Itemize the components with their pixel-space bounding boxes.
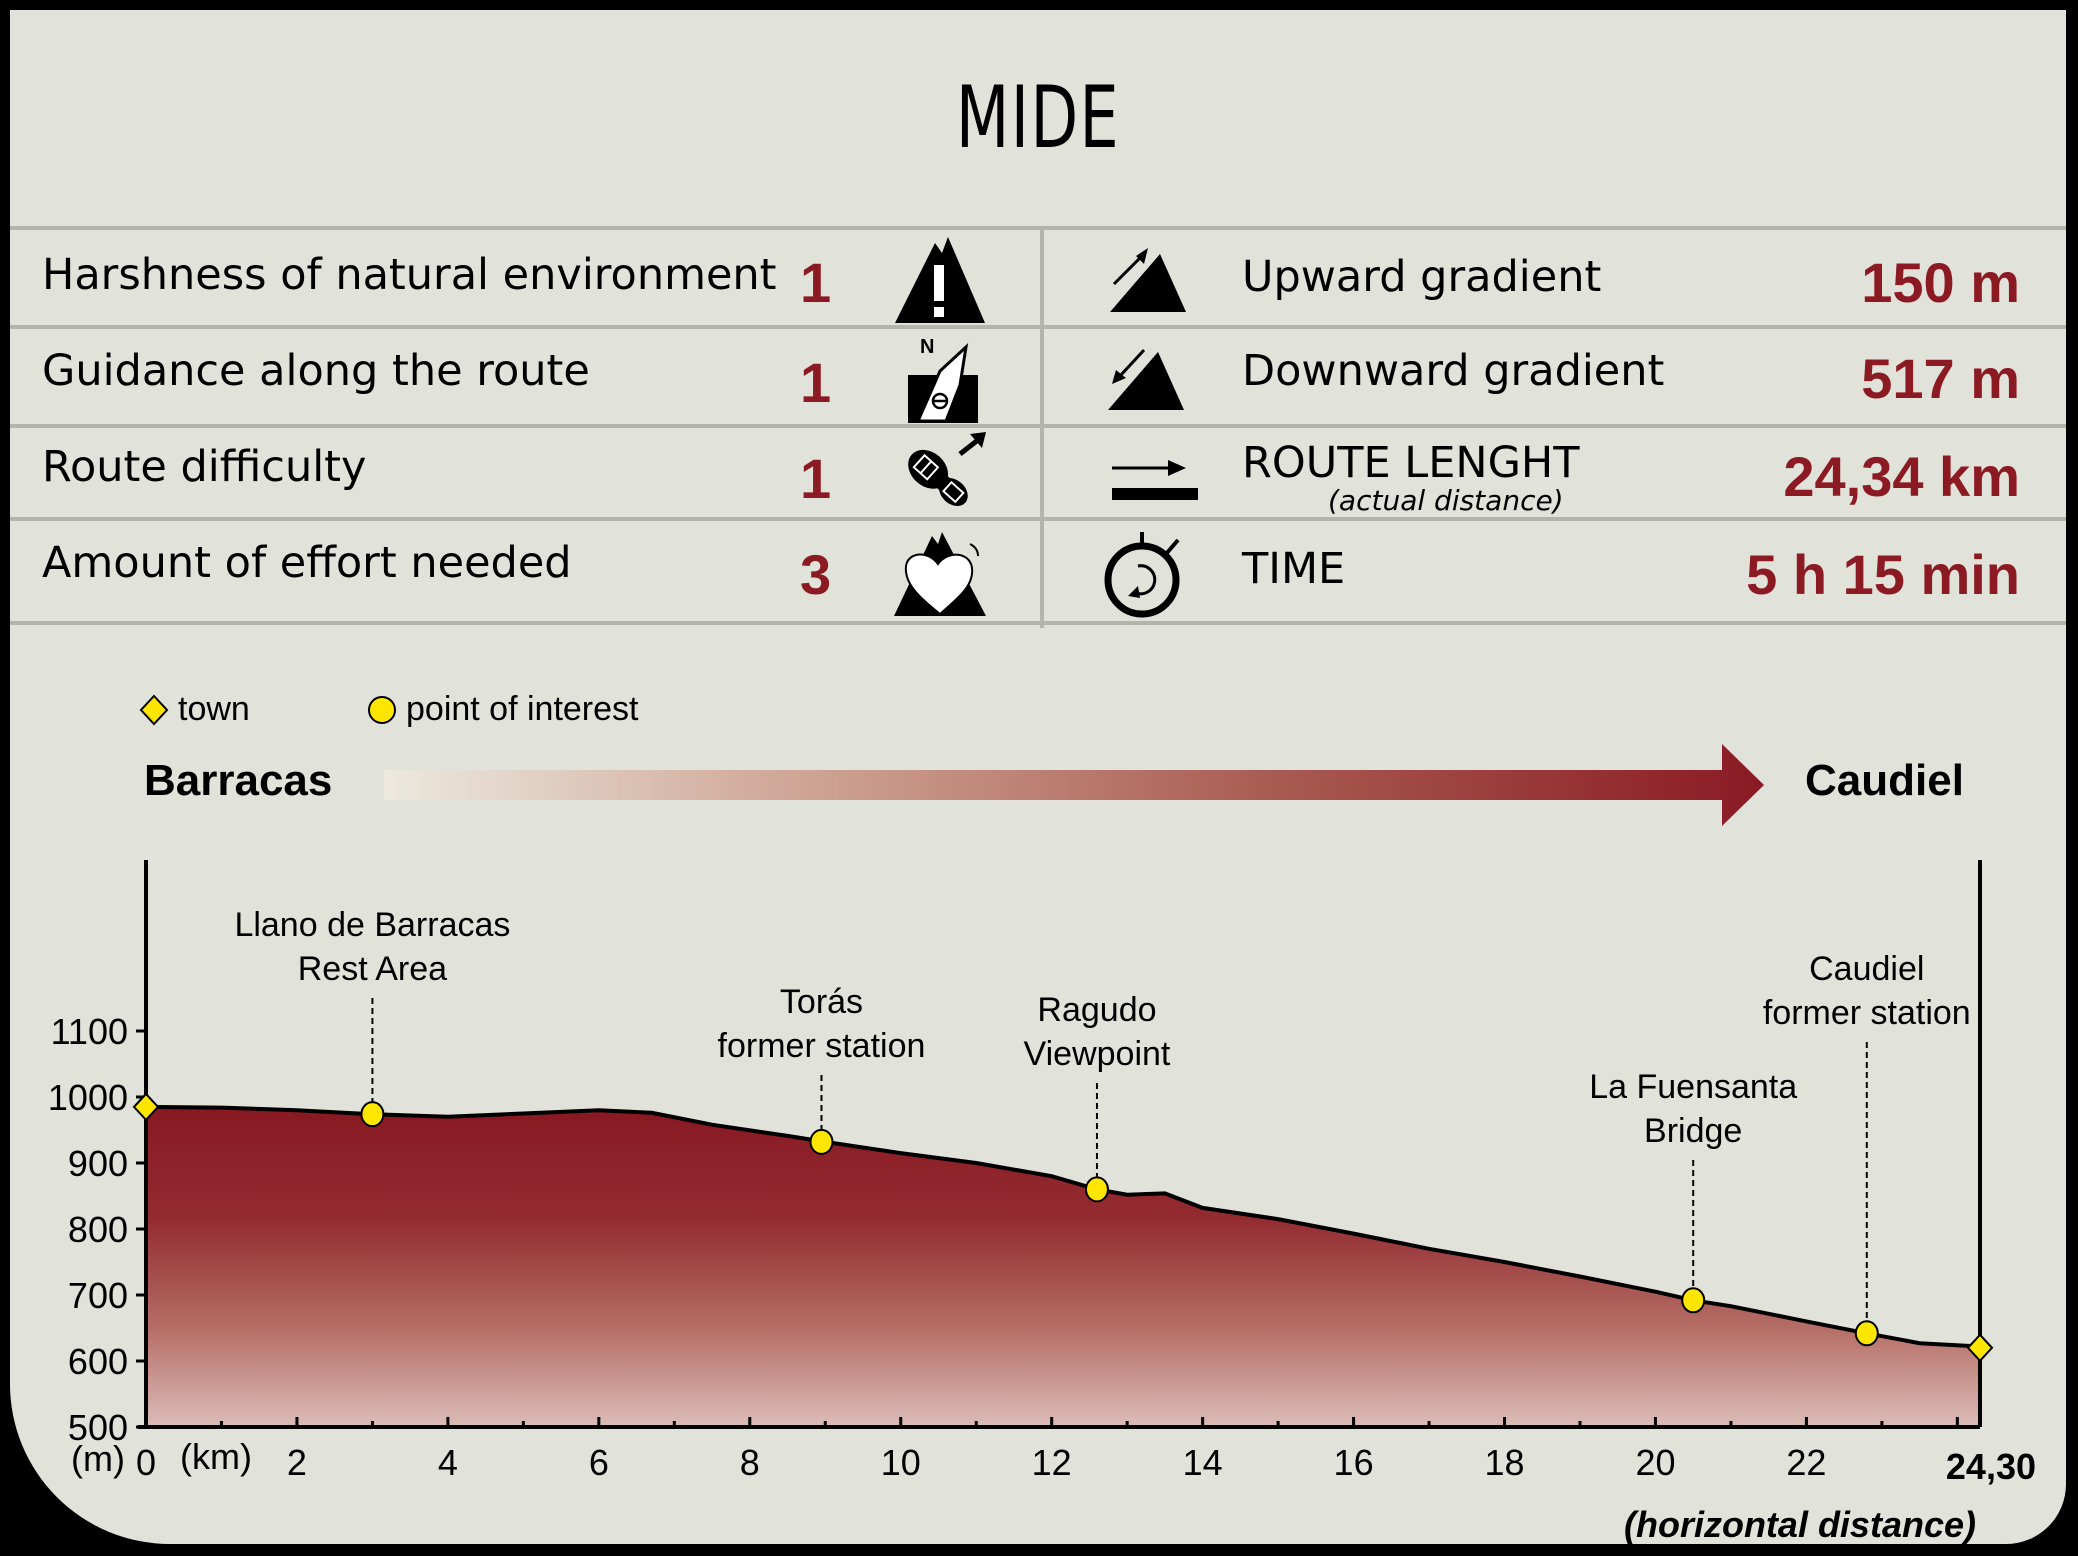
- guidance-score: 1: [800, 351, 832, 414]
- svg-text:6: 6: [589, 1442, 609, 1483]
- time-label: TIME: [1242, 544, 1346, 594]
- svg-text:Torás: Torás: [780, 983, 863, 1021]
- svg-text:700: 700: [68, 1275, 128, 1316]
- harshness-score: 1: [800, 251, 832, 314]
- elevation-chart: 500 600 700 800 900 1000 1100 0 2 4 6 8 10 12 14 16 18 20…: [48, 860, 2036, 1544]
- downward-gradient-icon: [1100, 338, 1200, 428]
- elevation-area: [145, 1104, 1981, 1427]
- town-diamond-icon: [139, 694, 169, 726]
- upward-gradient-label: Upward gradient: [1242, 252, 1602, 302]
- difficulty-label: Route difficulty: [42, 442, 367, 492]
- points-of-interest: Llano de Barracas Rest Area Torás former st…: [132, 906, 1994, 1363]
- downward-gradient-label: Downward gradient: [1242, 346, 1665, 396]
- start-town-label: Barracas: [144, 756, 333, 805]
- end-town-label: Caudiel: [1805, 756, 1964, 805]
- svg-text:14: 14: [1183, 1442, 1223, 1483]
- svg-text:former station: former station: [718, 1027, 926, 1065]
- difficulty-score: 1: [800, 447, 832, 510]
- table-row: [10, 517, 2066, 625]
- svg-text:900: 900: [68, 1143, 128, 1184]
- svg-text:4: 4: [438, 1442, 458, 1483]
- direction-arrow: [384, 744, 1764, 826]
- upward-gradient-icon: [1100, 240, 1200, 330]
- route-length-icon: [1100, 438, 1200, 528]
- svg-text:Ragudo: Ragudo: [1037, 991, 1156, 1029]
- svg-text:(horizontal distance): (horizontal distance): [1624, 1504, 1976, 1544]
- svg-text:former station: former station: [1763, 994, 1971, 1032]
- column-divider: [1040, 226, 1044, 628]
- table-row: [10, 226, 2066, 325]
- svg-text:N: N: [920, 336, 934, 358]
- harshness-label: Harshness of natural environment: [42, 250, 777, 300]
- stopwatch-icon: [1100, 530, 1200, 620]
- svg-text:20: 20: [1635, 1442, 1675, 1483]
- table-row: [10, 325, 2066, 424]
- svg-text:16: 16: [1334, 1442, 1374, 1483]
- svg-text:(km): (km): [180, 1436, 252, 1477]
- svg-text:500: 500: [68, 1407, 128, 1448]
- mide-panel: MIDE Harshness of natural environment 1 …: [10, 10, 2066, 1544]
- svg-text:18: 18: [1484, 1442, 1524, 1483]
- svg-text:600: 600: [68, 1341, 128, 1382]
- time-value: 5 h 15 min: [1746, 543, 2020, 606]
- svg-text:12: 12: [1032, 1442, 1072, 1483]
- compass-north-icon: N: [890, 335, 990, 425]
- poi-circle-icon: [368, 696, 396, 724]
- route-length-value: 24,34 km: [1783, 445, 2020, 508]
- mountain-warning-icon: [890, 235, 990, 325]
- downward-gradient-value: 517 m: [1861, 347, 2020, 410]
- svg-text:Rest Area: Rest Area: [298, 950, 447, 988]
- svg-text:Viewpoint: Viewpoint: [1024, 1035, 1171, 1073]
- svg-text:Caudiel: Caudiel: [1809, 950, 1924, 988]
- effort-label: Amount of effort needed: [42, 538, 572, 588]
- guidance-label: Guidance along the route: [42, 346, 590, 396]
- svg-text:2: 2: [287, 1442, 307, 1483]
- legend-town-label: town: [178, 690, 250, 728]
- route-length-label: ROUTE LENGHT: [1242, 438, 1580, 488]
- svg-text:8: 8: [740, 1442, 760, 1483]
- boot-sole-icon: [890, 430, 990, 520]
- heart-mountain-icon: [890, 528, 990, 618]
- svg-text:10: 10: [881, 1442, 921, 1483]
- table-row: [10, 424, 2066, 517]
- upward-gradient-value: 150 m: [1861, 251, 2020, 314]
- svg-text:1100: 1100: [51, 1011, 128, 1052]
- svg-text:24,30: 24,30: [1946, 1446, 2036, 1487]
- svg-text:La Fuensanta: La Fuensanta: [1589, 1068, 1797, 1106]
- svg-text:Bridge: Bridge: [1644, 1112, 1742, 1150]
- effort-score: 3: [800, 543, 832, 606]
- legend-poi-label: point of interest: [406, 690, 639, 728]
- svg-text:Llano de Barracas: Llano de Barracas: [234, 906, 510, 944]
- svg-text:1000: 1000: [48, 1077, 128, 1118]
- svg-text:(m): (m): [71, 1438, 125, 1479]
- svg-text:800: 800: [68, 1209, 128, 1250]
- svg-text:0: 0: [136, 1442, 156, 1483]
- page-title: MIDE: [955, 68, 1121, 168]
- route-length-subtitle: (actual distance): [1328, 484, 1564, 517]
- svg-text:22: 22: [1786, 1442, 1826, 1483]
